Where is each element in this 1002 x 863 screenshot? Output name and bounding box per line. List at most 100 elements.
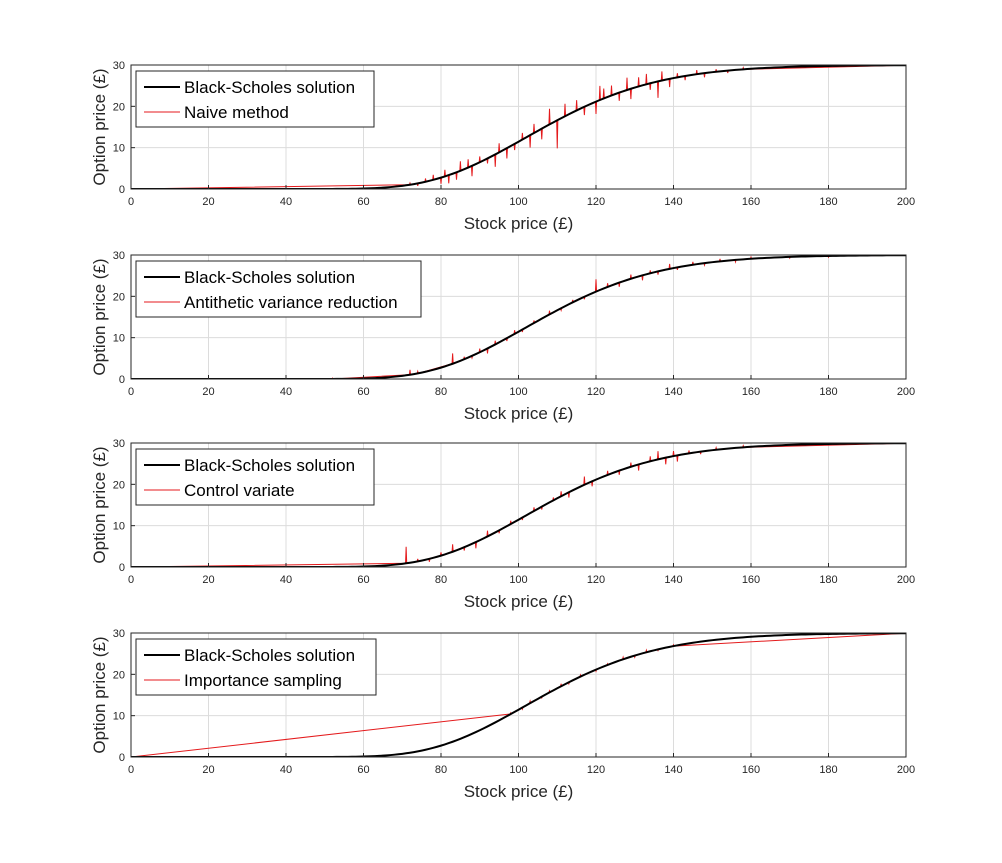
subplot-4: 0 20 40 60 80 100 120 140 160 180 200 0 10 20 30 Stock … [90, 628, 915, 801]
y-tick-label: 20 [113, 479, 125, 491]
y-tick-label: 20 [113, 669, 125, 681]
x-tick-label: 80 [435, 386, 447, 398]
legend-box [135, 70, 375, 128]
x-tick-label: 0 [128, 196, 134, 208]
x-tick-label: 100 [509, 386, 527, 398]
legend: Black-Scholes solution Importance samplin… [135, 638, 377, 696]
y-tick-label: 20 [113, 291, 125, 303]
x-tick-label: 140 [664, 574, 682, 586]
x-tick-label: 20 [202, 196, 214, 208]
legend-label-estimate: Naive method [184, 103, 289, 122]
x-tick-label: 60 [357, 196, 369, 208]
x-tick-label: 120 [587, 386, 605, 398]
y-axis-label: Option price (£) [90, 258, 109, 375]
estimate-series-line [131, 255, 906, 379]
x-tick-label: 160 [742, 764, 760, 776]
x-tick-label: 120 [587, 196, 605, 208]
x-tick-label: 0 [128, 764, 134, 776]
ticks: 0 20 40 60 80 100 120 140 160 180 200 0 10 20 30 [113, 438, 915, 586]
ticks: 0 20 40 60 80 100 120 140 160 180 200 0 10 20 30 [113, 628, 915, 776]
x-tick-label: 40 [280, 386, 292, 398]
y-tick-label: 30 [113, 628, 125, 640]
x-tick-label: 180 [819, 386, 837, 398]
x-tick-label: 20 [202, 764, 214, 776]
ticks: 0 20 40 60 80 100 120 140 160 180 200 0 10 20 30 [113, 60, 915, 208]
x-tick-label: 140 [664, 764, 682, 776]
ticks: 0 20 40 60 80 100 120 140 160 180 200 0 10 20 30 [113, 250, 915, 398]
x-tick-label: 160 [742, 574, 760, 586]
y-tick-label: 10 [113, 143, 125, 155]
x-tick-label: 100 [509, 764, 527, 776]
estimate-series-line [131, 633, 906, 757]
x-axis-label: Stock price (£) [464, 782, 574, 801]
x-tick-label: 100 [509, 574, 527, 586]
y-axis-label: Option price (£) [90, 636, 109, 753]
legend: Black-Scholes solution Antithetic varianc… [135, 260, 422, 318]
legend-box [135, 638, 377, 696]
x-tick-label: 140 [664, 386, 682, 398]
x-tick-label: 40 [280, 574, 292, 586]
x-axis-label: Stock price (£) [464, 404, 574, 423]
x-tick-label: 160 [742, 386, 760, 398]
legend-label-exact: Black-Scholes solution [184, 78, 355, 97]
x-tick-label: 180 [819, 196, 837, 208]
y-tick-label: 0 [119, 562, 125, 574]
x-tick-label: 60 [357, 574, 369, 586]
x-tick-label: 0 [128, 574, 134, 586]
y-tick-label: 0 [119, 374, 125, 386]
x-tick-label: 60 [357, 764, 369, 776]
x-axis-label: Stock price (£) [464, 592, 574, 611]
x-tick-label: 200 [897, 386, 915, 398]
x-axis-label: Stock price (£) [464, 214, 574, 233]
subplot-3: 0 20 40 60 80 100 120 140 160 180 200 0 10 20 30 Stock … [90, 438, 915, 611]
x-tick-label: 40 [280, 196, 292, 208]
y-tick-label: 0 [119, 752, 125, 764]
legend-label-estimate: Antithetic variance reduction [184, 293, 398, 312]
x-tick-label: 0 [128, 386, 134, 398]
x-tick-label: 140 [664, 196, 682, 208]
y-tick-label: 30 [113, 250, 125, 262]
x-tick-label: 100 [509, 196, 527, 208]
y-tick-label: 20 [113, 101, 125, 113]
x-tick-label: 80 [435, 764, 447, 776]
x-tick-label: 120 [587, 574, 605, 586]
x-tick-label: 80 [435, 574, 447, 586]
legend: Black-Scholes solution Naive method [135, 70, 375, 128]
legend-label-estimate: Importance sampling [184, 671, 342, 690]
x-tick-label: 180 [819, 574, 837, 586]
legend-label-exact: Black-Scholes solution [184, 646, 355, 665]
y-tick-label: 30 [113, 60, 125, 72]
exact-series-line [131, 443, 906, 567]
x-tick-label: 40 [280, 764, 292, 776]
x-tick-label: 60 [357, 386, 369, 398]
exact-series-line [131, 255, 906, 379]
x-tick-label: 200 [897, 764, 915, 776]
y-tick-label: 10 [113, 711, 125, 723]
subplot-1: 0 20 40 60 80 100 120 140 160 180 200 0 10 20 30 Stock … [90, 60, 915, 233]
y-axis-label: Option price (£) [90, 68, 109, 185]
y-tick-label: 10 [113, 521, 125, 533]
y-tick-label: 0 [119, 184, 125, 196]
y-tick-label: 30 [113, 438, 125, 450]
legend: Black-Scholes solution Control variate [135, 448, 375, 506]
x-tick-label: 20 [202, 574, 214, 586]
legend-label-exact: Black-Scholes solution [184, 456, 355, 475]
exact-series-line [131, 65, 906, 189]
exact-series-line [131, 633, 906, 757]
legend-label-exact: Black-Scholes solution [184, 268, 355, 287]
subplot-2: 0 20 40 60 80 100 120 140 160 180 200 0 10 20 30 Stock … [90, 250, 915, 423]
legend-label-estimate: Control variate [184, 481, 295, 500]
y-axis-label: Option price (£) [90, 446, 109, 563]
legend-box [135, 448, 375, 506]
x-tick-label: 200 [897, 574, 915, 586]
x-tick-label: 120 [587, 764, 605, 776]
subplots: 0 20 40 60 80 100 120 140 160 180 2000102030Stock … [90, 60, 915, 801]
x-tick-label: 160 [742, 196, 760, 208]
x-tick-label: 80 [435, 196, 447, 208]
legend-box [135, 260, 422, 318]
y-tick-label: 10 [113, 333, 125, 345]
x-tick-label: 200 [897, 196, 915, 208]
x-tick-label: 20 [202, 386, 214, 398]
x-tick-label: 180 [819, 764, 837, 776]
